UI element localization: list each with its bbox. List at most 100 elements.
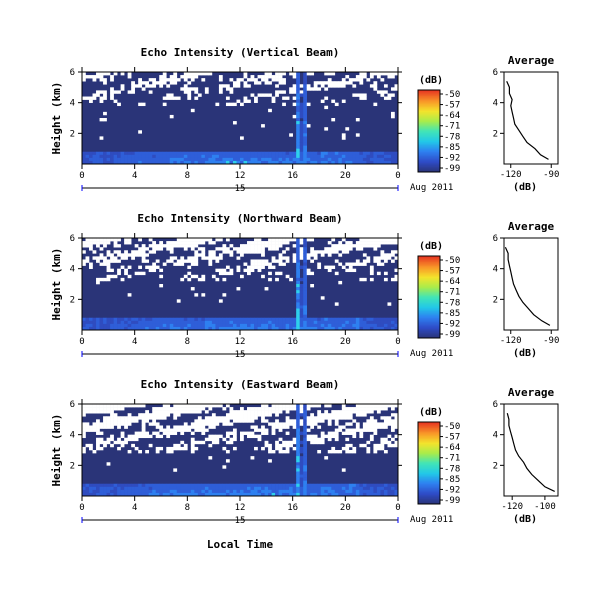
heatmap-cell — [278, 422, 283, 426]
colorbar-segment — [418, 102, 440, 105]
heatmap-cell — [120, 440, 125, 445]
heatmap-cell — [324, 157, 329, 162]
heatmap-cell — [362, 443, 367, 448]
heatmap-cell — [327, 422, 332, 426]
heatmap-cell — [145, 160, 150, 165]
heatmap-cell — [176, 259, 181, 263]
heatmap-cell — [82, 151, 86, 156]
heatmap-cell — [373, 72, 378, 76]
heatmap-cell — [204, 154, 209, 159]
heatmap-cell — [296, 277, 300, 282]
heatmap-cell — [348, 428, 353, 432]
heatmap-cell — [261, 93, 265, 97]
heatmap-cell — [268, 157, 272, 162]
heatmap-cell — [327, 483, 332, 488]
heatmap-cell — [310, 250, 315, 254]
heatmap-cell — [303, 299, 308, 303]
heatmap-cell — [218, 483, 223, 488]
colorbar-segment — [418, 279, 440, 282]
heatmap-cell — [152, 250, 157, 254]
heatmap-cell — [169, 326, 174, 331]
heatmap-cell — [275, 410, 279, 414]
colorbar-segment — [418, 434, 440, 437]
heatmap-cell — [110, 90, 114, 94]
heatmap-cell — [327, 157, 332, 162]
heatmap-cell — [366, 492, 371, 497]
colorbar-segment — [418, 152, 440, 155]
heatmap-cell — [373, 151, 378, 156]
heatmap-cell — [299, 287, 304, 291]
heatmap-cell — [152, 419, 157, 423]
heatmap-cell — [345, 320, 350, 325]
heatmap-cell — [275, 151, 279, 156]
heatmap-cell — [211, 404, 216, 408]
heatmap-cell — [324, 81, 329, 85]
heatmap-cell — [106, 492, 111, 497]
heatmap-cell — [296, 136, 300, 140]
heatmap-cell — [152, 489, 157, 494]
colorbar-segment — [418, 141, 440, 144]
heatmap-cell — [338, 428, 343, 432]
heatmap-cell — [117, 151, 121, 156]
heatmap-cell — [180, 160, 185, 165]
heatmap-cell — [162, 96, 167, 100]
heatmap-cell — [296, 471, 300, 475]
heatmap-cell — [82, 323, 86, 328]
heatmap-cell — [99, 422, 104, 426]
heatmap-cell — [247, 271, 251, 276]
heatmap-cell — [247, 483, 251, 488]
heatmap-cell — [145, 154, 150, 159]
heatmap-cell — [303, 157, 308, 162]
heatmap-cell — [341, 78, 346, 82]
heatmap-cell — [355, 323, 360, 328]
heatmap-cell — [387, 422, 392, 426]
heatmap-cell — [138, 416, 142, 420]
heatmap-cell — [387, 492, 392, 497]
heatmap-cell — [96, 154, 100, 159]
heatmap-cell — [394, 157, 399, 162]
heatmap-cell — [341, 151, 346, 156]
heatmap-cell — [366, 410, 371, 414]
heatmap-cell — [197, 93, 202, 97]
heatmap-cell — [355, 160, 360, 165]
heatmap-cell — [327, 81, 332, 85]
heatmap-cell — [355, 425, 360, 429]
heatmap-cell — [289, 486, 293, 491]
heatmap-cell — [394, 483, 399, 488]
heatmap-cell — [282, 323, 286, 328]
heatmap-cell — [303, 317, 308, 322]
heatmap-cell — [306, 492, 311, 497]
heatmap-cell — [292, 256, 297, 260]
colorbar-segment — [418, 305, 440, 308]
heatmap-cell — [201, 274, 206, 279]
x-tick-label: 8 — [185, 171, 190, 181]
heatmap-cell — [131, 90, 135, 94]
panel-title: Echo Intensity (Eastward Beam) — [141, 378, 340, 391]
colorbar-segment — [418, 158, 440, 161]
heatmap-cell — [268, 247, 272, 251]
heatmap-cell — [334, 84, 339, 88]
heatmap-cell — [96, 404, 100, 408]
heatmap-cell — [324, 265, 329, 269]
heatmap-cell — [264, 287, 269, 291]
heatmap-cell — [299, 407, 304, 411]
heatmap-cell — [131, 486, 135, 491]
heatmap-cell — [190, 425, 195, 429]
heatmap-cell — [352, 317, 357, 322]
heatmap-cell — [369, 407, 374, 411]
heatmap-cell — [99, 99, 104, 103]
heatmap-cell — [317, 160, 322, 165]
heatmap-cell — [162, 483, 167, 488]
heatmap-cell — [313, 323, 318, 328]
heatmap-cell — [285, 443, 290, 448]
heatmap-cell — [285, 404, 290, 408]
heatmap-cell — [317, 87, 322, 91]
heatmap-cell — [247, 431, 251, 435]
heatmap-cell — [190, 450, 195, 454]
heatmap-cell — [303, 326, 308, 331]
heatmap-cell — [96, 151, 100, 156]
heatmap-cell — [201, 154, 206, 159]
heatmap-cell — [275, 78, 279, 82]
heatmap-cell — [390, 241, 395, 245]
heatmap-cell — [92, 422, 97, 426]
